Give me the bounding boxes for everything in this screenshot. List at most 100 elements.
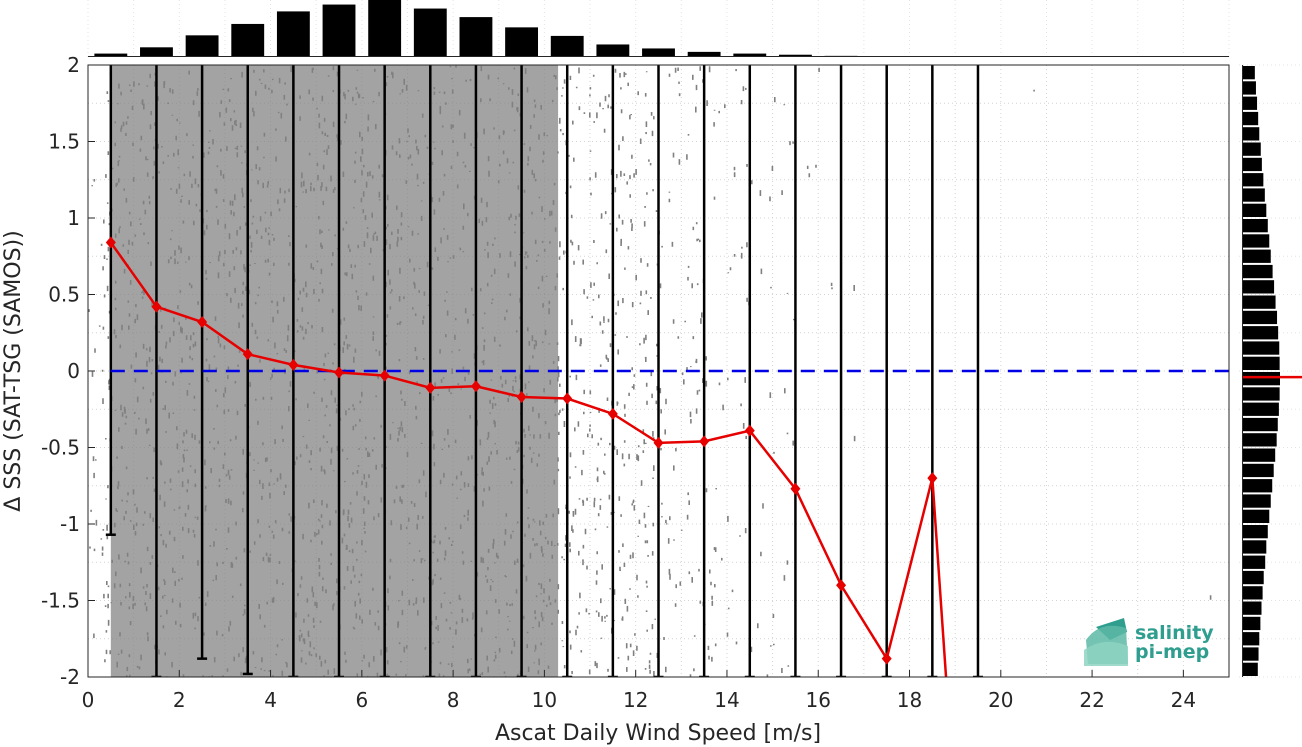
right-histogram-bar — [1243, 463, 1274, 478]
x-tick-label: 0 — [82, 688, 95, 712]
right-histogram-bar — [1243, 111, 1259, 126]
x-tick-label: 4 — [264, 688, 277, 712]
top-histogram-bar — [550, 35, 584, 57]
right-histogram-bar — [1243, 96, 1258, 110]
right-histogram-bar — [1243, 647, 1259, 661]
top-histogram-bar — [185, 35, 219, 57]
right-histogram-bar — [1243, 264, 1273, 279]
right-histogram-bar — [1243, 448, 1276, 462]
right-histogram-bar — [1243, 632, 1260, 646]
top-histogram-bar — [687, 51, 721, 57]
top-histogram-bar — [368, 0, 402, 57]
right-histogram — [1242, 65, 1280, 677]
y-tick-label: 1 — [67, 206, 80, 230]
series-marker — [699, 435, 710, 448]
y-tick-label: -0.5 — [41, 436, 80, 460]
series-marker — [379, 369, 390, 382]
right-histogram-bar — [1243, 494, 1271, 508]
series-marker — [744, 424, 755, 437]
bin-error-bars — [105, 65, 983, 677]
top-histogram — [88, 0, 1229, 58]
x-axis-ticks: 0 2 4 6 8 10 12 14 16 18 20 22 24 — [82, 670, 1196, 712]
x-tick-label: 14 — [714, 688, 739, 712]
x-tick-label: 22 — [1079, 688, 1104, 712]
logo-line1: salinity — [1135, 622, 1214, 644]
top-histogram-bar — [276, 11, 310, 57]
series-marker — [881, 652, 892, 665]
x-tick-label: 16 — [806, 688, 831, 712]
right-histogram-bar — [1243, 570, 1264, 585]
x-tick-label: 24 — [1171, 688, 1196, 712]
right-histogram-bar — [1243, 326, 1279, 340]
series-marker — [151, 300, 162, 313]
salinity-pi-mep-logo: salinity pi-mep — [1084, 618, 1214, 666]
right-histogram-bar — [1243, 341, 1280, 355]
right-histogram-bar — [1243, 479, 1273, 493]
right-histogram-bar — [1243, 295, 1276, 309]
top-histogram-bar — [459, 17, 493, 58]
x-tick-label: 2 — [173, 688, 186, 712]
right-histogram-bar — [1243, 157, 1262, 172]
series-marker — [562, 392, 573, 405]
top-histogram-bar — [733, 53, 767, 57]
right-histogram-panel — [1239, 65, 1302, 677]
right-histogram-bar — [1243, 142, 1261, 156]
series-marker — [197, 316, 208, 329]
right-histogram-bar — [1243, 540, 1267, 554]
y-tick-label: -2 — [60, 665, 80, 689]
x-axis-label: Ascat Daily Wind Speed [m/s] — [495, 721, 821, 746]
top-histogram-bar — [505, 27, 539, 57]
right-histogram-bar — [1243, 387, 1280, 401]
mean-series — [105, 236, 948, 677]
right-histogram-grid — [1239, 64, 1302, 678]
x-tick-label: 8 — [447, 688, 460, 712]
right-histogram-bar — [1243, 203, 1267, 217]
top-histogram-bar — [778, 54, 812, 57]
top-histogram-bar — [642, 48, 675, 57]
top-histogram-bar — [231, 23, 265, 57]
series-marker — [927, 472, 938, 485]
right-histogram-bar — [1243, 586, 1263, 600]
x-tick-label: 18 — [897, 688, 922, 712]
right-histogram-bar — [1243, 127, 1260, 141]
right-histogram-bar — [1243, 372, 1280, 386]
right-histogram-bar — [1243, 81, 1256, 95]
series-marker — [516, 391, 527, 404]
right-histogram-bar — [1243, 219, 1268, 233]
y-tick-label: 1.5 — [48, 130, 80, 154]
series-marker — [836, 579, 847, 592]
right-histogram-bar — [1243, 188, 1265, 202]
right-histogram-bar — [1243, 555, 1266, 569]
series-marker — [105, 236, 116, 249]
top-histogram-bar — [413, 8, 447, 58]
x-tick-label: 6 — [355, 688, 368, 712]
right-histogram-bar — [1243, 417, 1278, 432]
right-histogram-bar — [1243, 509, 1270, 523]
y-tick-label: 2 — [67, 53, 80, 77]
series-marker — [334, 366, 345, 379]
right-histogram-bar — [1243, 66, 1255, 80]
y-tick-label: 0 — [67, 359, 80, 383]
right-histogram-bar — [1243, 402, 1279, 416]
right-histogram-bar — [1243, 249, 1271, 263]
right-histogram-bar — [1243, 173, 1264, 187]
series-marker — [470, 380, 481, 393]
right-histogram-bar — [1243, 601, 1262, 615]
top-histogram-bar — [596, 44, 630, 57]
y-axis-ticks: -2 -1.5 -1 -0.5 0 0.5 1 1.5 2 — [41, 53, 95, 689]
series-marker — [288, 358, 299, 371]
right-histogram-bar — [1243, 662, 1258, 676]
series-marker — [790, 482, 801, 495]
right-histogram-bar — [1243, 234, 1270, 248]
y-axis-label: Δ SSS (SAT-TSG (SAMOS)) — [1, 230, 26, 511]
right-histogram-bar — [1243, 433, 1277, 447]
series-line — [109, 241, 948, 677]
series-marker — [242, 348, 253, 361]
top-histogram-grid — [87, 0, 1230, 57]
series-marker — [653, 436, 664, 449]
x-tick-label: 10 — [532, 688, 557, 712]
wave-logo-mark — [1084, 618, 1128, 666]
top-histogram-bar — [322, 4, 356, 57]
x-tick-label: 12 — [623, 688, 648, 712]
